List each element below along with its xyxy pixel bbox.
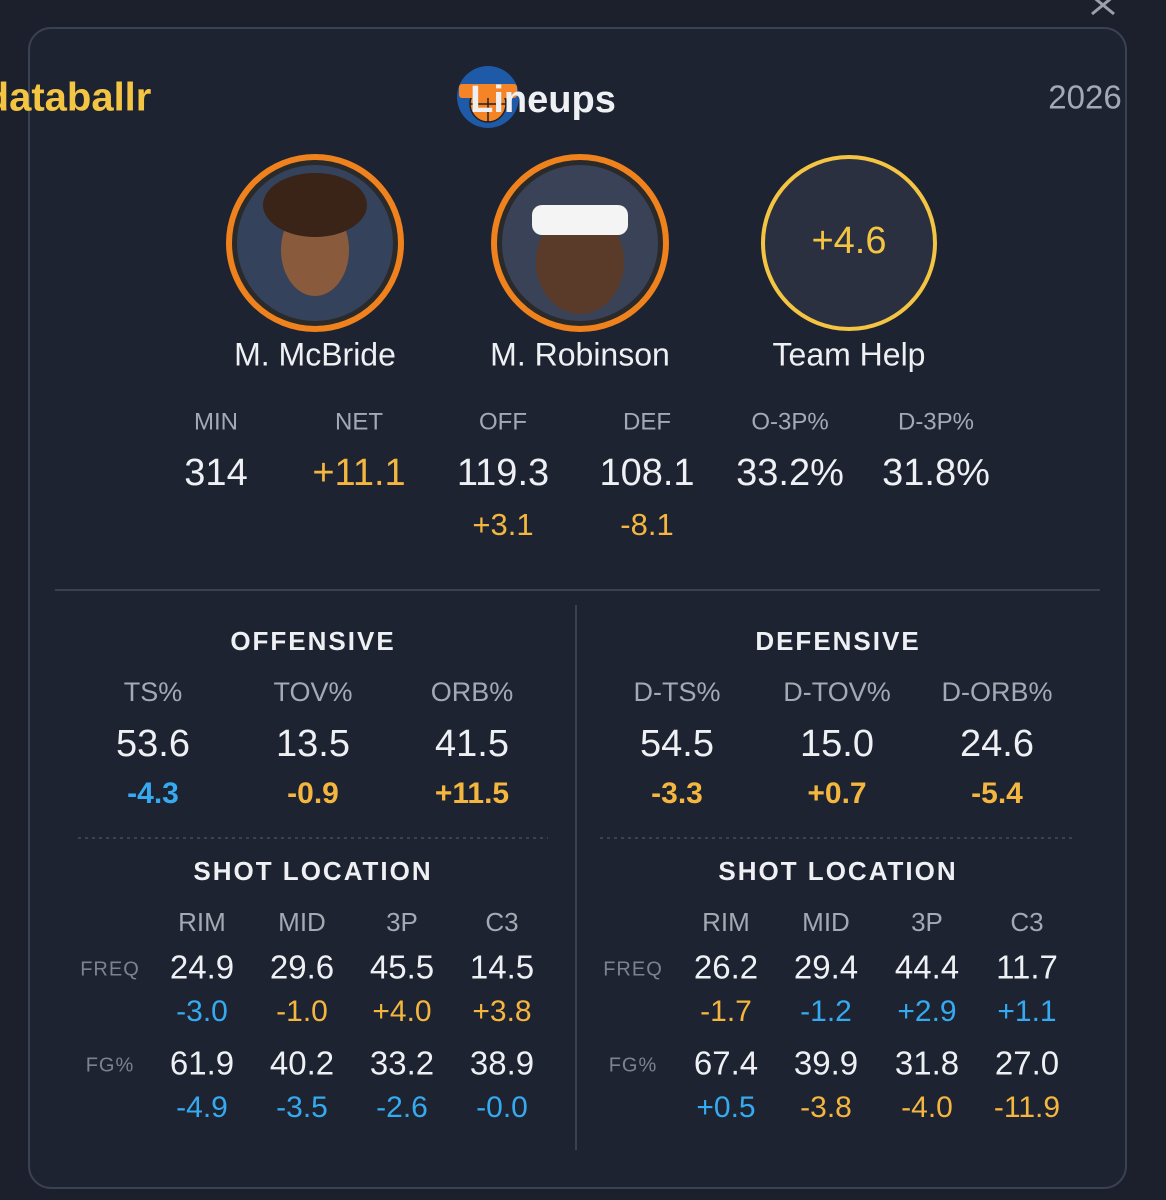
cell-delta: +2.9 bbox=[897, 995, 956, 1028]
stat-value: 54.5 bbox=[640, 723, 714, 765]
cell-value: 38.9 bbox=[470, 1045, 534, 1082]
stat-value: 119.3 bbox=[457, 452, 549, 494]
stat-delta: +11.5 bbox=[435, 777, 509, 810]
column-label: RIM bbox=[178, 907, 226, 937]
cell-delta: +4.0 bbox=[372, 995, 431, 1028]
column-label: 3P bbox=[386, 907, 418, 937]
cell-delta: -4.0 bbox=[901, 1091, 953, 1124]
cell-value: 39.9 bbox=[794, 1045, 858, 1082]
stat-value: +11.1 bbox=[312, 452, 405, 494]
team-help-label: Team Help bbox=[773, 336, 926, 372]
cell-value: 26.2 bbox=[694, 949, 758, 986]
stat-label: MIN bbox=[194, 408, 238, 435]
stat-label: OFF bbox=[479, 408, 527, 435]
cell-value: 61.9 bbox=[170, 1045, 234, 1082]
cell-value: 40.2 bbox=[270, 1045, 334, 1082]
player-name: M. Robinson bbox=[490, 336, 670, 372]
section-title: SHOT LOCATION bbox=[193, 856, 432, 886]
row-label: FG% bbox=[609, 1054, 658, 1076]
cell-delta: -1.0 bbox=[276, 995, 328, 1028]
cell-delta: -4.9 bbox=[176, 1091, 228, 1124]
stat-value: 24.6 bbox=[960, 723, 1034, 765]
cell-value: 31.8 bbox=[895, 1045, 959, 1082]
stat-value: 108.1 bbox=[599, 452, 694, 494]
cell-value: 45.5 bbox=[370, 949, 434, 986]
column-label: MID bbox=[802, 907, 850, 937]
cell-value: 67.4 bbox=[694, 1045, 758, 1082]
team-help-ring bbox=[761, 155, 937, 331]
stat-label: NET bbox=[335, 408, 383, 435]
row-label: FREQ bbox=[80, 958, 140, 980]
player-photo bbox=[226, 154, 404, 332]
cell-delta: -3.0 bbox=[176, 995, 228, 1028]
brand: databallr bbox=[0, 76, 151, 120]
team-help-value: +4.6 bbox=[811, 220, 886, 262]
cell-value: 29.4 bbox=[794, 949, 858, 986]
row-label: FG% bbox=[86, 1054, 135, 1076]
cell-delta: +3.8 bbox=[472, 995, 531, 1028]
stat-delta: +3.1 bbox=[472, 507, 533, 542]
cell-value: 33.2 bbox=[370, 1045, 434, 1082]
stat-label: ORB% bbox=[431, 677, 514, 707]
row-label: FREQ bbox=[603, 958, 663, 980]
stat-value: 13.5 bbox=[276, 723, 350, 765]
cell-delta: -3.8 bbox=[800, 1091, 852, 1124]
player-name: M. McBride bbox=[234, 336, 396, 372]
column-label: C3 bbox=[1010, 907, 1043, 937]
stat-label: D-TS% bbox=[634, 677, 721, 707]
panel-title: OFFENSIVE bbox=[230, 626, 395, 656]
column-label: RIM bbox=[702, 907, 750, 937]
stat-value: 33.2% bbox=[736, 452, 844, 494]
stat-label: D-ORB% bbox=[941, 677, 1052, 707]
cell-value: 44.4 bbox=[895, 949, 959, 986]
cell-delta: +1.1 bbox=[997, 995, 1056, 1028]
stat-delta: -8.1 bbox=[620, 507, 673, 542]
stat-value: 31.8% bbox=[882, 452, 990, 494]
cell-delta: -1.7 bbox=[700, 995, 752, 1028]
stat-label: DEF bbox=[623, 408, 671, 435]
stat-delta: -4.3 bbox=[127, 777, 179, 810]
cell-delta: +0.5 bbox=[696, 1091, 755, 1124]
player-photo bbox=[491, 154, 669, 332]
column-label: 3P bbox=[911, 907, 943, 937]
section-title: SHOT LOCATION bbox=[718, 856, 957, 886]
column-label: C3 bbox=[485, 907, 518, 937]
cell-value: 14.5 bbox=[470, 949, 534, 986]
stat-label: TS% bbox=[124, 677, 183, 707]
cell-value: 11.7 bbox=[996, 949, 1058, 986]
panel-title: DEFENSIVE bbox=[755, 626, 920, 656]
stat-delta: -5.4 bbox=[971, 777, 1023, 810]
cell-delta: -1.2 bbox=[800, 995, 852, 1028]
stat-label: D-3P% bbox=[898, 408, 974, 435]
stat-value: 53.6 bbox=[116, 723, 190, 765]
stat-value: 41.5 bbox=[435, 723, 509, 765]
column-label: MID bbox=[278, 907, 326, 937]
stat-label: D-TOV% bbox=[783, 677, 891, 707]
stat-label: TOV% bbox=[273, 677, 352, 707]
team-logo bbox=[457, 66, 519, 128]
stat-delta: -3.3 bbox=[651, 777, 703, 810]
cell-delta: -3.5 bbox=[276, 1091, 328, 1124]
cell-value: 27.0 bbox=[995, 1045, 1059, 1082]
season: 2026 bbox=[1048, 79, 1121, 116]
cell-delta: -11.9 bbox=[994, 1091, 1060, 1124]
stat-value: 15.0 bbox=[800, 723, 874, 765]
cell-delta: -0.0 bbox=[476, 1091, 528, 1124]
cell-value: 24.9 bbox=[170, 949, 234, 986]
page-title: Lineups bbox=[470, 79, 616, 121]
stat-delta: -0.9 bbox=[287, 777, 339, 810]
stat-delta: +0.7 bbox=[807, 777, 866, 810]
close-button[interactable] bbox=[1091, 0, 1115, 16]
stat-label: O-3P% bbox=[751, 408, 828, 435]
stat-value: 314 bbox=[184, 452, 247, 494]
cell-delta: -2.6 bbox=[376, 1091, 428, 1124]
cell-value: 29.6 bbox=[270, 949, 334, 986]
